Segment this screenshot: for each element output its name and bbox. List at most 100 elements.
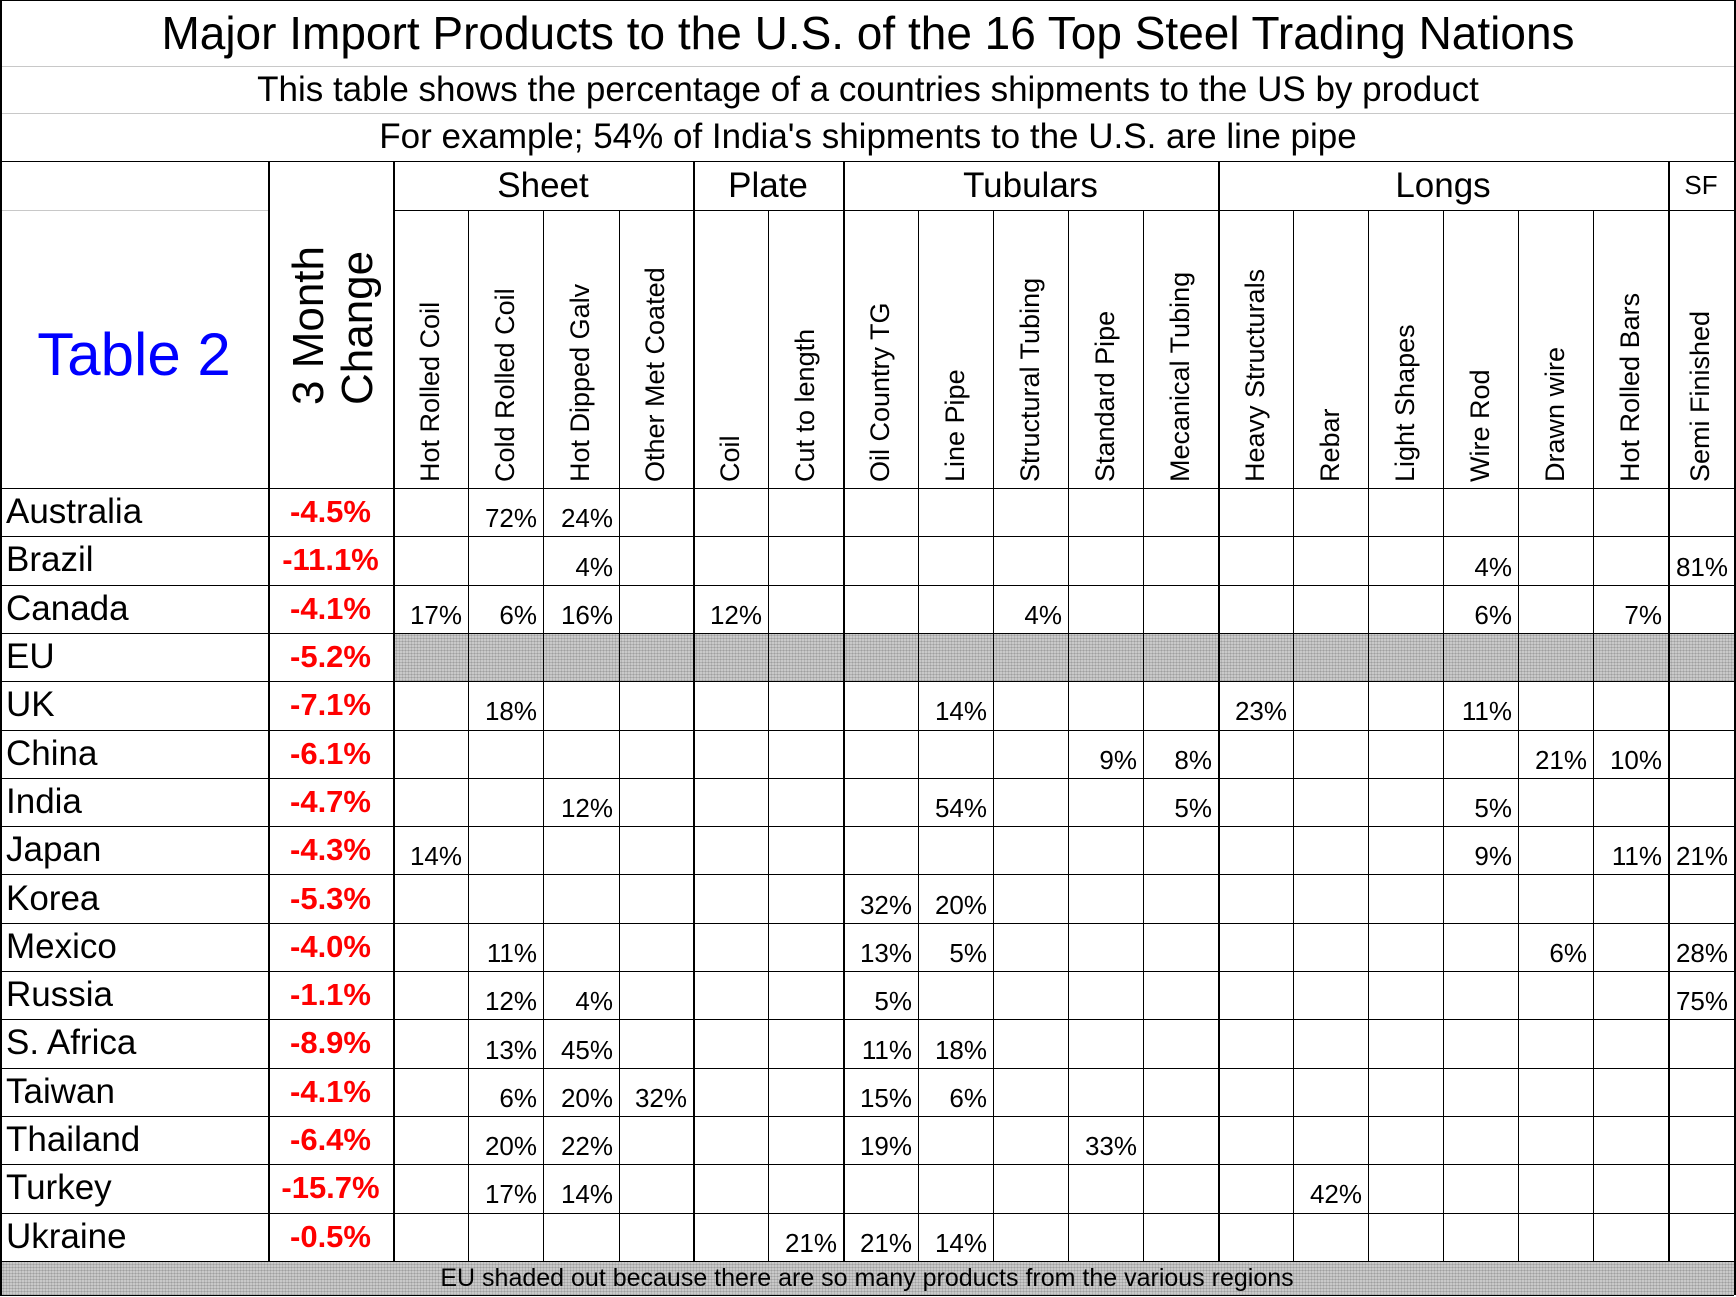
group-col-divider	[1668, 161, 1670, 1261]
product-col-divider	[543, 210, 544, 1261]
percent-cell: 12%	[484, 986, 537, 1017]
change-value: -0.5%	[290, 1218, 371, 1254]
group-header-sheet: Sheet	[497, 165, 589, 205]
country-name: EU	[6, 637, 55, 677]
percent-cell: 72%	[484, 503, 537, 534]
percent-cell: 20%	[934, 889, 987, 920]
country-name: Korea	[6, 878, 100, 918]
change-value: -7.1%	[290, 687, 371, 723]
percent-cell: 23%	[1234, 696, 1287, 727]
change-header-line2: Change	[333, 250, 382, 405]
percent-cell: 14%	[934, 696, 987, 727]
title-divider	[0, 66, 1734, 67]
country-col-divider	[268, 161, 270, 1261]
product-col-divider	[1293, 210, 1294, 1261]
product-col-divider	[1143, 210, 1144, 1261]
change-value: -6.4%	[290, 1122, 371, 1158]
percent-cell: 11%	[861, 1034, 912, 1065]
product-header: Standard Pipe	[1089, 310, 1120, 482]
shaded-row-fill	[393, 633, 1734, 682]
row-divider	[0, 681, 1734, 682]
product-col-divider	[468, 210, 469, 1261]
percent-cell: 14%	[560, 1179, 613, 1210]
row-divider	[0, 971, 1734, 972]
product-header: Semi Finished	[1685, 310, 1715, 482]
row-divider	[0, 1116, 1734, 1117]
product-col-divider	[1518, 210, 1519, 1261]
product-header: Hot Rolled Coil	[414, 301, 445, 482]
percent-cell: 10%	[1609, 744, 1662, 775]
percent-cell: 13%	[484, 1034, 537, 1065]
change-value: -1.1%	[290, 977, 371, 1013]
group-header-plate: Plate	[728, 165, 808, 205]
label-divider	[0, 210, 268, 211]
percent-cell: 5%	[1474, 793, 1512, 824]
percent-cell: 9%	[1099, 744, 1137, 775]
group-header-tubulars: Tubulars	[963, 165, 1098, 205]
border-bottom	[0, 1295, 1734, 1296]
percent-cell: 21%	[1534, 744, 1587, 775]
product-header: Wire Rod	[1464, 369, 1495, 482]
percent-cell: 6%	[499, 1082, 537, 1113]
country-name: Ukraine	[6, 1216, 127, 1256]
percent-cell: 19%	[859, 1131, 912, 1162]
product-header: Coil	[714, 435, 745, 482]
row-divider	[0, 1068, 1734, 1069]
change-header-line1: 3 Month	[284, 246, 333, 405]
percent-cell: 75%	[1675, 986, 1728, 1017]
product-header: Hot Rolled Bars	[1614, 292, 1645, 482]
percent-cell: 11%	[486, 937, 537, 968]
percent-cell: 7%	[1624, 599, 1662, 630]
product-header: Heavy Structurals	[1239, 268, 1270, 482]
row-divider	[0, 874, 1734, 875]
product-col-divider	[1368, 210, 1369, 1261]
change-value: -4.1%	[290, 1073, 371, 1109]
percent-cell: 81%	[1675, 551, 1728, 582]
product-col-divider	[993, 210, 994, 1261]
chart-example-note: For example; 54% of India's shipments to…	[379, 117, 1357, 156]
percent-cell: 11%	[1461, 696, 1512, 727]
product-header: Rebar	[1314, 408, 1345, 482]
country-name: China	[6, 733, 98, 773]
percent-cell: 5%	[874, 986, 912, 1017]
percent-cell: 24%	[560, 503, 613, 534]
row-divider	[0, 778, 1734, 779]
percent-cell: 6%	[1549, 937, 1587, 968]
country-name: Turkey	[6, 1168, 112, 1208]
percent-cell: 16%	[560, 599, 613, 630]
product-col-divider	[619, 210, 620, 1261]
chart-title: Major Import Products to the U.S. of the…	[161, 7, 1575, 59]
percent-cell: 28%	[1675, 937, 1728, 968]
change-value: -6.1%	[290, 735, 371, 771]
percent-cell: 4%	[575, 986, 613, 1017]
table-label: Table 2	[37, 321, 231, 388]
change-value: -5.2%	[290, 639, 371, 675]
row-divider	[0, 536, 1734, 537]
percent-cell: 22%	[560, 1131, 613, 1162]
percent-cell: 20%	[484, 1131, 537, 1162]
percent-cell: 8%	[1174, 744, 1212, 775]
country-name: Thailand	[6, 1120, 141, 1160]
percent-cell: 17%	[409, 599, 462, 630]
change-value: -4.3%	[290, 832, 371, 868]
percent-cell: 6%	[949, 1082, 987, 1113]
percent-cell: 4%	[575, 551, 613, 582]
group-header-longs: Longs	[1395, 165, 1491, 205]
group-divider	[393, 210, 1734, 211]
percent-cell: 6%	[1474, 599, 1512, 630]
percent-cell: 4%	[1024, 599, 1062, 630]
product-header: Light Shapes	[1389, 324, 1420, 482]
country-name: S. Africa	[6, 1023, 137, 1063]
percent-cell: 13%	[859, 937, 912, 968]
product-header: Other Met Coated	[640, 267, 670, 482]
percent-cell: 17%	[484, 1179, 537, 1210]
percent-cell: 21%	[1675, 841, 1728, 872]
percent-cell: 33%	[1084, 1131, 1137, 1162]
product-col-divider	[1593, 210, 1594, 1261]
product-col-divider	[1443, 210, 1444, 1261]
country-name: Russia	[6, 975, 113, 1015]
percent-cell: 14%	[409, 841, 462, 872]
percent-cell: 5%	[1174, 793, 1212, 824]
percent-cell: 6%	[499, 599, 537, 630]
